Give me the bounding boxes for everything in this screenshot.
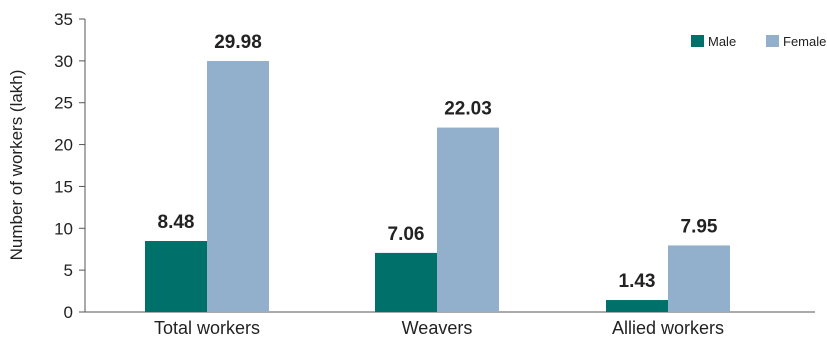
- data-label-female: 22.03: [444, 99, 492, 120]
- category-label: Allied workers: [612, 318, 724, 337]
- bar-male: [145, 241, 207, 312]
- y-tick-label: 15: [54, 177, 73, 196]
- y-axis-label: Number of workers (lakh): [7, 70, 26, 261]
- category-labels: Total workers Weavers Allied workers: [154, 318, 724, 337]
- category-label: Weavers: [402, 318, 473, 337]
- legend-swatch-male: [691, 35, 704, 47]
- y-tick-label: 20: [54, 136, 73, 155]
- legend-label-female: Female: [783, 34, 826, 49]
- category-label: Total workers: [154, 318, 260, 337]
- bar-female: [437, 127, 499, 313]
- data-label-male: 8.48: [158, 212, 195, 233]
- y-tick-label: 10: [54, 219, 73, 238]
- bar-male: [606, 300, 668, 312]
- y-tick-label: 25: [54, 94, 73, 113]
- legend-label-male: Male: [708, 34, 736, 49]
- y-tick-label: 5: [64, 261, 73, 280]
- data-labels: 8.48 29.98 7.06 22.03 1.43 7.95: [158, 32, 718, 292]
- data-label-female: 7.95: [681, 216, 718, 237]
- data-label-female: 29.98: [214, 32, 262, 53]
- data-label-male: 1.43: [619, 271, 656, 292]
- legend: Male Female: [691, 34, 826, 49]
- legend-swatch-female: [766, 35, 779, 47]
- y-tick-label: 35: [54, 10, 73, 29]
- y-ticks: 0 5 10 15 20 25 30 35: [54, 10, 85, 322]
- y-tick-label: 0: [64, 303, 73, 322]
- bar-female: [207, 61, 269, 313]
- data-label-male: 7.06: [388, 224, 425, 245]
- bars: [145, 61, 730, 313]
- y-tick-label: 30: [54, 52, 73, 71]
- bar-male: [375, 252, 437, 312]
- bar-female: [668, 245, 730, 312]
